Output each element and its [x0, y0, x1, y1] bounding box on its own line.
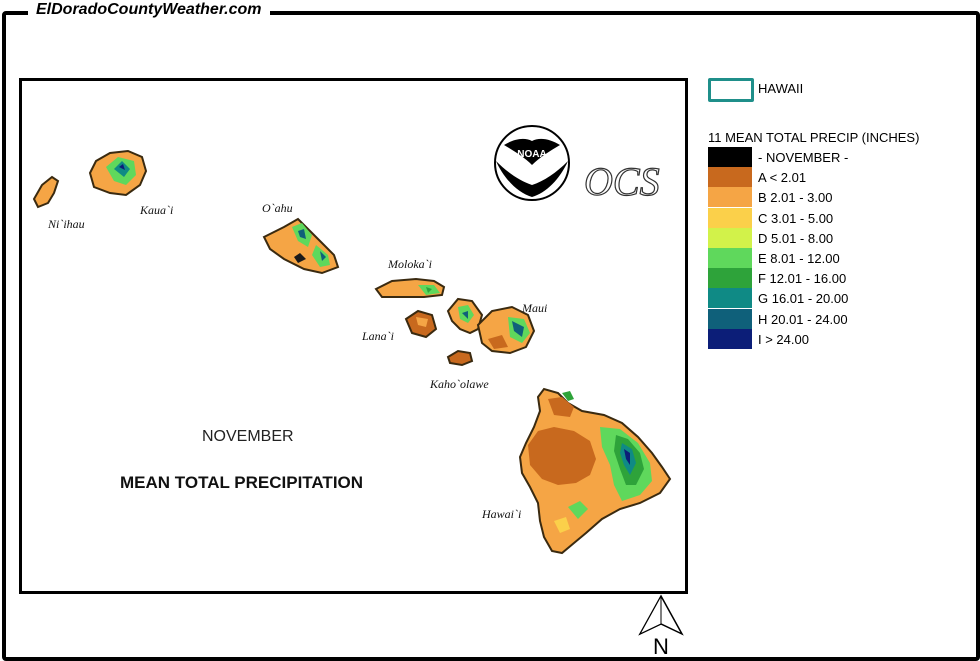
- legend-swatch: [708, 207, 752, 228]
- label-lanai: Lana`i: [362, 329, 395, 343]
- north-arrow-icon: N: [638, 594, 684, 658]
- legend-item-label: A < 2.01: [758, 170, 807, 186]
- label-niihau: Ni`ihau: [48, 217, 85, 231]
- legend-swatch: [708, 227, 752, 248]
- legend-item-label: - NOVEMBER -: [758, 150, 849, 165]
- state-label: HAWAII: [758, 81, 804, 96]
- legend-swatch: [708, 308, 752, 329]
- island-niihau: [32, 175, 60, 209]
- site-title[interactable]: ElDoradoCountyWeather.com: [28, 1, 270, 19]
- island-hawaii: [518, 387, 672, 555]
- legend-item-label: G 16.01 - 20.00: [758, 291, 849, 307]
- legend-item-label: E 8.01 - 12.00: [758, 250, 840, 266]
- outer-frame: [2, 11, 980, 661]
- map-title: MEAN TOTAL PRECIPITATION: [120, 473, 364, 492]
- island-lanai: [404, 309, 438, 339]
- label-oahu: O`ahu: [262, 201, 293, 215]
- state-legend-row: HAWAII: [708, 78, 968, 102]
- ocs-logo: OCS: [584, 159, 660, 204]
- map-panel: NOAA OCS Ni`ihau Kaua`i O`ahu Moloka`i L…: [19, 78, 688, 594]
- label-hawaii: Hawai`i: [482, 507, 522, 521]
- legend-swatch: [708, 167, 752, 188]
- legend-item-label: H 20.01 - 24.00: [758, 311, 848, 327]
- legend-swatch: [708, 288, 752, 309]
- legend-swatch: [708, 147, 752, 167]
- legend-swatch: [708, 187, 752, 208]
- legend-item-label: D 5.01 - 8.00: [758, 230, 834, 246]
- islands-map: NOAA OCS: [32, 125, 672, 555]
- legend-item-label: I > 24.00: [758, 331, 809, 347]
- legend-item-label: B 2.01 - 3.00: [758, 190, 833, 206]
- island-maui: [446, 297, 536, 355]
- label-kahoolawe: Kaho`olawe: [430, 377, 489, 391]
- label-maui: Maui: [522, 301, 548, 315]
- north-label: N: [653, 634, 669, 658]
- legend-title: 11 MEAN TOTAL PRECIP (INCHES): [708, 130, 920, 145]
- legend-swatch: [708, 328, 752, 349]
- noaa-logo-text: NOAA: [517, 149, 546, 160]
- legend-swatch: [708, 268, 752, 289]
- legend-swatch: [708, 247, 752, 268]
- island-oahu: [262, 217, 340, 275]
- legend-item-label: C 3.01 - 5.00: [758, 210, 834, 226]
- label-kauai: Kaua`i: [140, 203, 174, 217]
- legend-item-label: F 12.01 - 16.00: [758, 271, 847, 287]
- island-molokai: [374, 277, 446, 298]
- label-molokai: Moloka`i: [388, 257, 432, 271]
- island-kauai: [88, 149, 148, 197]
- legend: HAWAII 11 MEAN TOTAL PRECIP (INCHES) - N…: [708, 78, 968, 349]
- noaa-logo: [494, 125, 570, 201]
- month-label: NOVEMBER: [202, 428, 294, 445]
- state-outline-swatch: [708, 78, 754, 102]
- island-kahoolawe: [446, 349, 474, 367]
